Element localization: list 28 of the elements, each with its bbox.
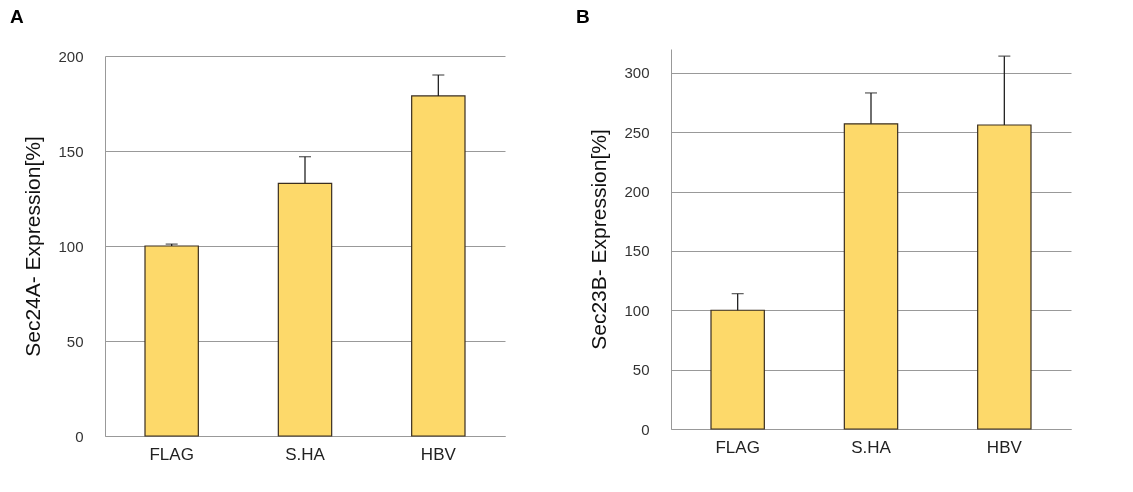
y-tick-label: 200 <box>58 47 84 65</box>
y-tick-label: 150 <box>624 242 650 260</box>
bar <box>843 123 899 430</box>
x-tick-label: FLAG <box>715 437 760 457</box>
y-axis-title: Sec23B- Expression[%] <box>587 129 611 350</box>
x-tick-label: FLAG <box>149 444 194 464</box>
bar <box>710 309 765 430</box>
bar <box>277 182 333 437</box>
bar <box>144 245 199 437</box>
y-tick-label: 0 <box>75 427 84 445</box>
y-tick-label: 100 <box>58 237 84 255</box>
x-tick-label: S.HA <box>285 444 326 464</box>
x-tick-label: S.HA <box>851 437 892 457</box>
chart-title: A <box>10 6 24 27</box>
x-tick-label: HBV <box>986 437 1023 457</box>
y-tick-label: 250 <box>624 123 650 141</box>
y-tick-label: 300 <box>624 64 650 82</box>
bar <box>977 124 1032 430</box>
y-tick-label: 50 <box>66 332 84 350</box>
y-tick-label: 150 <box>58 142 84 160</box>
y-tick-label: 50 <box>632 361 650 379</box>
y-axis-title: Sec24A- Expression[%] <box>21 136 45 357</box>
x-tick-label: HBV <box>420 444 457 464</box>
y-tick-label: 100 <box>624 301 650 319</box>
y-tick-label: 0 <box>641 420 650 438</box>
y-tick-label: 200 <box>624 183 650 200</box>
chart-title: B <box>576 6 590 27</box>
bar <box>411 95 466 437</box>
